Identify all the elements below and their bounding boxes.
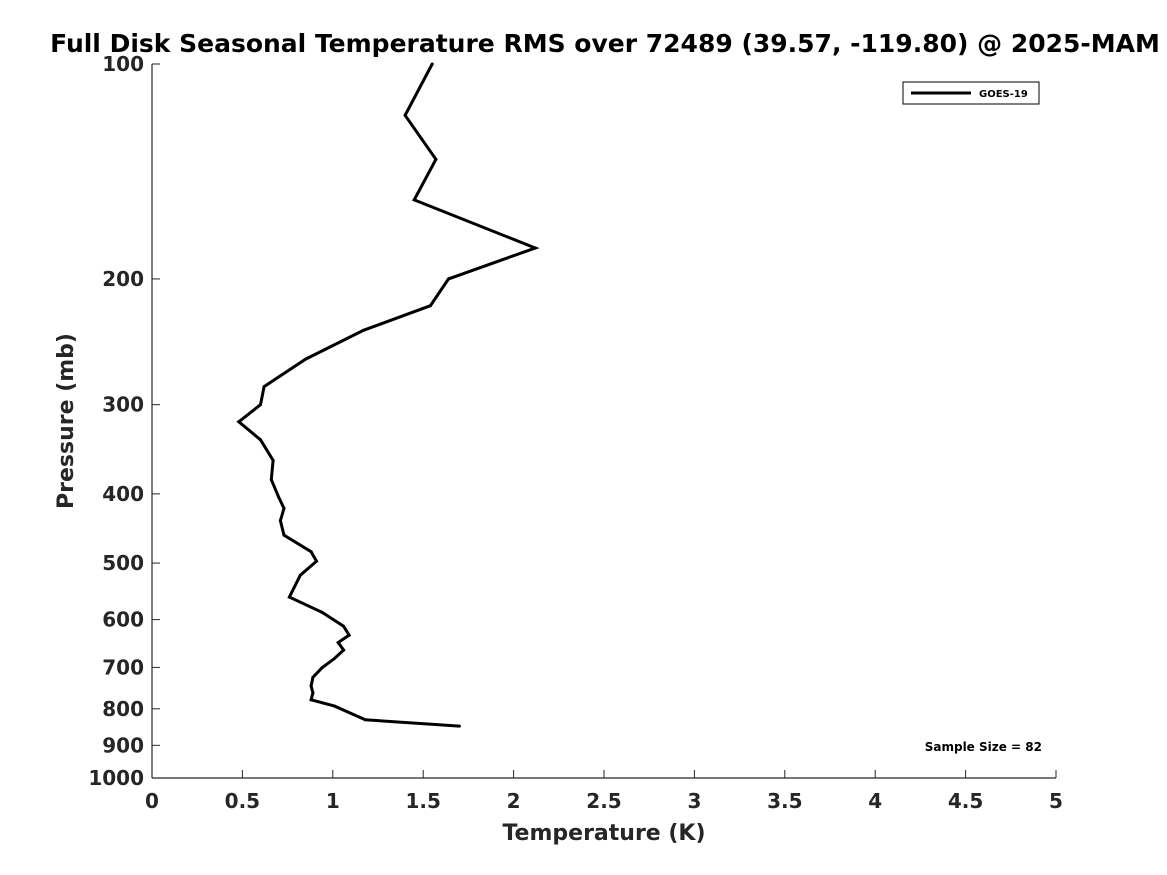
data-point bbox=[349, 711, 353, 715]
data-point bbox=[269, 478, 273, 482]
y-tick-label: 700 bbox=[102, 655, 144, 679]
data-point bbox=[298, 573, 302, 577]
data-point bbox=[311, 675, 315, 679]
data-point bbox=[412, 198, 416, 202]
x-axis-label: Temperature (K) bbox=[502, 821, 705, 846]
y-axis-ticks: 100 200 300 400 500 600 700 800 900 1000 bbox=[88, 52, 160, 790]
data-point bbox=[304, 357, 308, 361]
data-point bbox=[315, 559, 319, 563]
data-point bbox=[342, 624, 346, 628]
legend-label: GOES-19 bbox=[979, 89, 1028, 100]
chart-title: Full Disk Seasonal Temperature RMS over … bbox=[50, 29, 1160, 58]
data-point bbox=[333, 656, 337, 660]
x-tick-label: 0 bbox=[145, 789, 159, 813]
data-point bbox=[333, 704, 337, 708]
data-point bbox=[362, 328, 366, 332]
data-point bbox=[533, 246, 537, 250]
data-point bbox=[278, 519, 282, 523]
series-layer bbox=[236, 62, 540, 728]
y-tick-label: 600 bbox=[102, 608, 144, 632]
x-axis-ticks: 0 0.5 1 1.5 2 2.5 3 3.5 4 4.5 5 bbox=[145, 770, 1063, 813]
y-tick-label: 100 bbox=[102, 52, 144, 76]
legend: GOES-19 bbox=[902, 81, 1040, 105]
data-point bbox=[403, 113, 407, 117]
data-point bbox=[363, 718, 367, 722]
data-point bbox=[320, 666, 324, 670]
data-point bbox=[309, 550, 313, 554]
y-tick-label: 800 bbox=[102, 697, 144, 721]
y-tick-label: 400 bbox=[102, 482, 144, 506]
y-tick-label: 900 bbox=[102, 733, 144, 757]
x-tick-label: 4.5 bbox=[948, 789, 983, 813]
data-point bbox=[237, 420, 241, 424]
x-tick-label: 1.5 bbox=[405, 789, 440, 813]
data-point bbox=[258, 403, 262, 407]
x-tick-label: 5 bbox=[1049, 789, 1063, 813]
data-point bbox=[277, 495, 281, 499]
x-tick-label: 2 bbox=[507, 789, 521, 813]
data-point bbox=[287, 595, 291, 599]
data-point bbox=[457, 724, 461, 728]
y-axis-label: Pressure (mb) bbox=[54, 333, 79, 509]
x-tick-label: 3.5 bbox=[767, 789, 802, 813]
data-point bbox=[271, 458, 275, 462]
data-point bbox=[347, 633, 351, 637]
y-tick-label: 1000 bbox=[88, 766, 144, 790]
data-point bbox=[434, 157, 438, 161]
y-tick-label: 500 bbox=[102, 551, 144, 575]
x-tick-label: 3 bbox=[687, 789, 701, 813]
data-point bbox=[309, 684, 313, 688]
x-tick-label: 2.5 bbox=[586, 789, 621, 813]
data-point bbox=[428, 304, 432, 308]
x-tick-label: 1 bbox=[326, 789, 340, 813]
y-tick-label: 200 bbox=[102, 267, 144, 291]
data-point bbox=[311, 691, 315, 695]
data-point bbox=[336, 641, 340, 645]
data-point bbox=[309, 698, 313, 702]
y-tick-label: 300 bbox=[102, 393, 144, 417]
data-point bbox=[430, 62, 434, 66]
data-point bbox=[447, 277, 451, 281]
data-point bbox=[320, 610, 324, 614]
data-point bbox=[282, 533, 286, 537]
data-point bbox=[282, 506, 286, 510]
data-point bbox=[342, 648, 346, 652]
sample-size-annotation: Sample Size = 82 bbox=[925, 740, 1042, 754]
data-point bbox=[258, 438, 262, 442]
x-tick-label: 4 bbox=[868, 789, 882, 813]
data-point bbox=[262, 385, 266, 389]
x-tick-label: 0.5 bbox=[225, 789, 260, 813]
